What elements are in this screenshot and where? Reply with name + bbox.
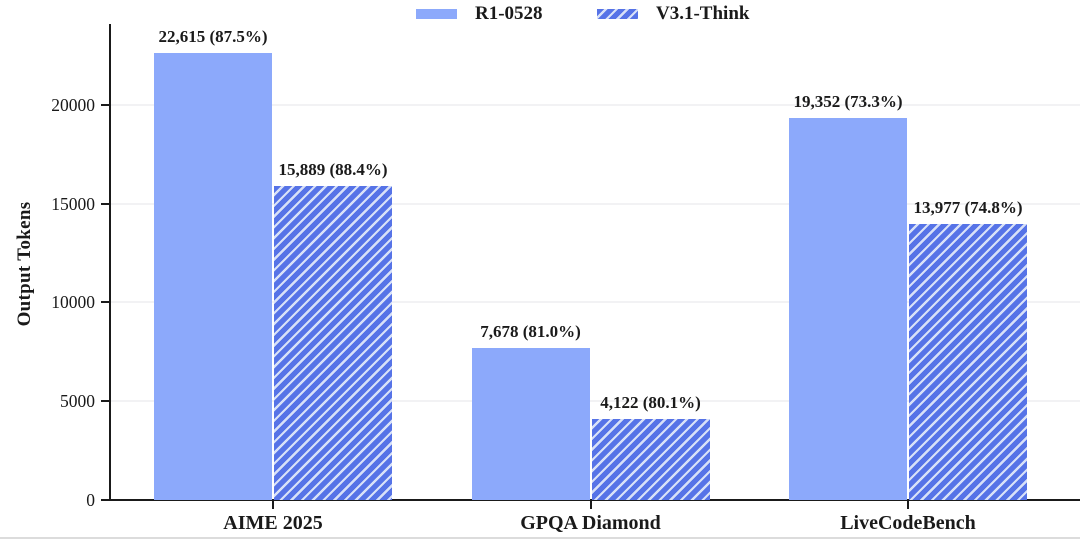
y-tick-label-15000: 15000 [51, 193, 95, 214]
bar-label-v3-1-think-livecodebench: 13,977 (74.8%) [913, 197, 1023, 217]
gridline-15000 [110, 202, 1080, 205]
bar-r1-0528-livecodebench [789, 117, 907, 500]
bar-v3-1-think-gpqa-diamond [591, 418, 710, 500]
y-tick-mark-20000 [101, 103, 110, 106]
x-tick-mark-aime-2025 [272, 501, 274, 509]
y-tick-mark-5000 [101, 400, 110, 403]
bar-label-r1-0528-livecodebench: 19,352 (73.3%) [793, 91, 903, 111]
legend-swatch-hatched [597, 8, 638, 19]
y-tick-mark-15000 [101, 202, 110, 205]
y-axis-line [109, 24, 111, 501]
y-tick-label-5000: 5000 [60, 391, 95, 412]
bar-r1-0528-gpqa-diamond [471, 348, 590, 500]
y-tick-label-0: 0 [86, 490, 95, 510]
y-tick-label-20000: 20000 [51, 94, 95, 115]
bar-v3-1-think-livecodebench [909, 223, 1027, 500]
x-tick-mark-gpqa-diamond [589, 501, 592, 509]
x-tick-mark-livecodebench [907, 501, 909, 509]
gridline-10000 [110, 301, 1080, 304]
bar-label-r1-0528-aime-2025: 22,615 (87.5%) [158, 27, 268, 47]
bar-label-v3-1-think-aime-2025: 15,889 (88.4%) [278, 160, 388, 180]
gridline-20000 [110, 103, 1080, 106]
bottom-border [0, 537, 1080, 539]
legend-label-v3-1-think: V3.1-Think [656, 2, 750, 24]
x-axis-line [109, 499, 1080, 501]
x-category-label-livecodebench: LiveCodeBench [840, 512, 976, 534]
bar-r1-0528-aime-2025 [154, 53, 272, 500]
bar-label-v3-1-think-gpqa-diamond: 4,122 (80.1%) [600, 392, 701, 412]
bar-v3-1-think-aime-2025 [274, 186, 392, 500]
y-tick-mark-10000 [101, 301, 110, 304]
legend-label-r1-0528: R1-0528 [475, 2, 543, 24]
y-tick-label-10000: 10000 [51, 292, 95, 313]
legend-swatch-solid [416, 8, 457, 19]
y-tick-mark-0 [101, 499, 110, 501]
x-category-label-gpqa-diamond: GPQA Diamond [520, 512, 661, 534]
x-category-label-aime-2025: AIME 2025 [223, 512, 323, 534]
legend-item-v3-1-think: V3.1-Think [597, 0, 749, 27]
legend-item-r1-0528: R1-0528 [416, 0, 543, 27]
bar-label-r1-0528-gpqa-diamond: 7,678 (81.0%) [480, 322, 581, 342]
gridline-5000 [110, 400, 1080, 403]
